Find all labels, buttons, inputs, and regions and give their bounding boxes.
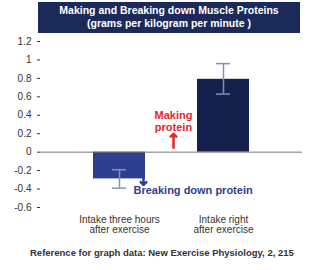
svg-text:0.8: 0.8	[18, 73, 32, 84]
svg-text:Breaking down protein: Breaking down protein	[134, 184, 253, 196]
html-text:(grams per kilogram per minute: (grams per kilogram per minute )	[87, 17, 251, 29]
svg-text:-0.2: -0.2	[14, 165, 32, 176]
html-text:Reference for graph data: New: Reference for graph data: New Exercise P…	[30, 247, 294, 258]
svg-text:Makingprotein: Makingprotein	[155, 109, 193, 133]
svg-text:1.2: 1.2	[18, 36, 32, 47]
html-text:Making and Breaking down Muscl: Making and Breaking down Muscle Proteins	[59, 4, 279, 16]
svg-text:0.4: 0.4	[18, 109, 32, 120]
svg-text:-0.4: -0.4	[14, 183, 32, 194]
svg-text:-0.6: -0.6	[14, 202, 32, 213]
svg-text:Intake rightafter exercise: Intake rightafter exercise	[193, 214, 253, 235]
svg-text:1: 1	[26, 54, 32, 65]
svg-text:0.6: 0.6	[18, 91, 32, 102]
svg-text:0: 0	[26, 146, 32, 157]
svg-text:Intake three hoursafter exerci: Intake three hoursafter exercise	[79, 214, 160, 235]
svg-text:0.2: 0.2	[18, 128, 32, 139]
